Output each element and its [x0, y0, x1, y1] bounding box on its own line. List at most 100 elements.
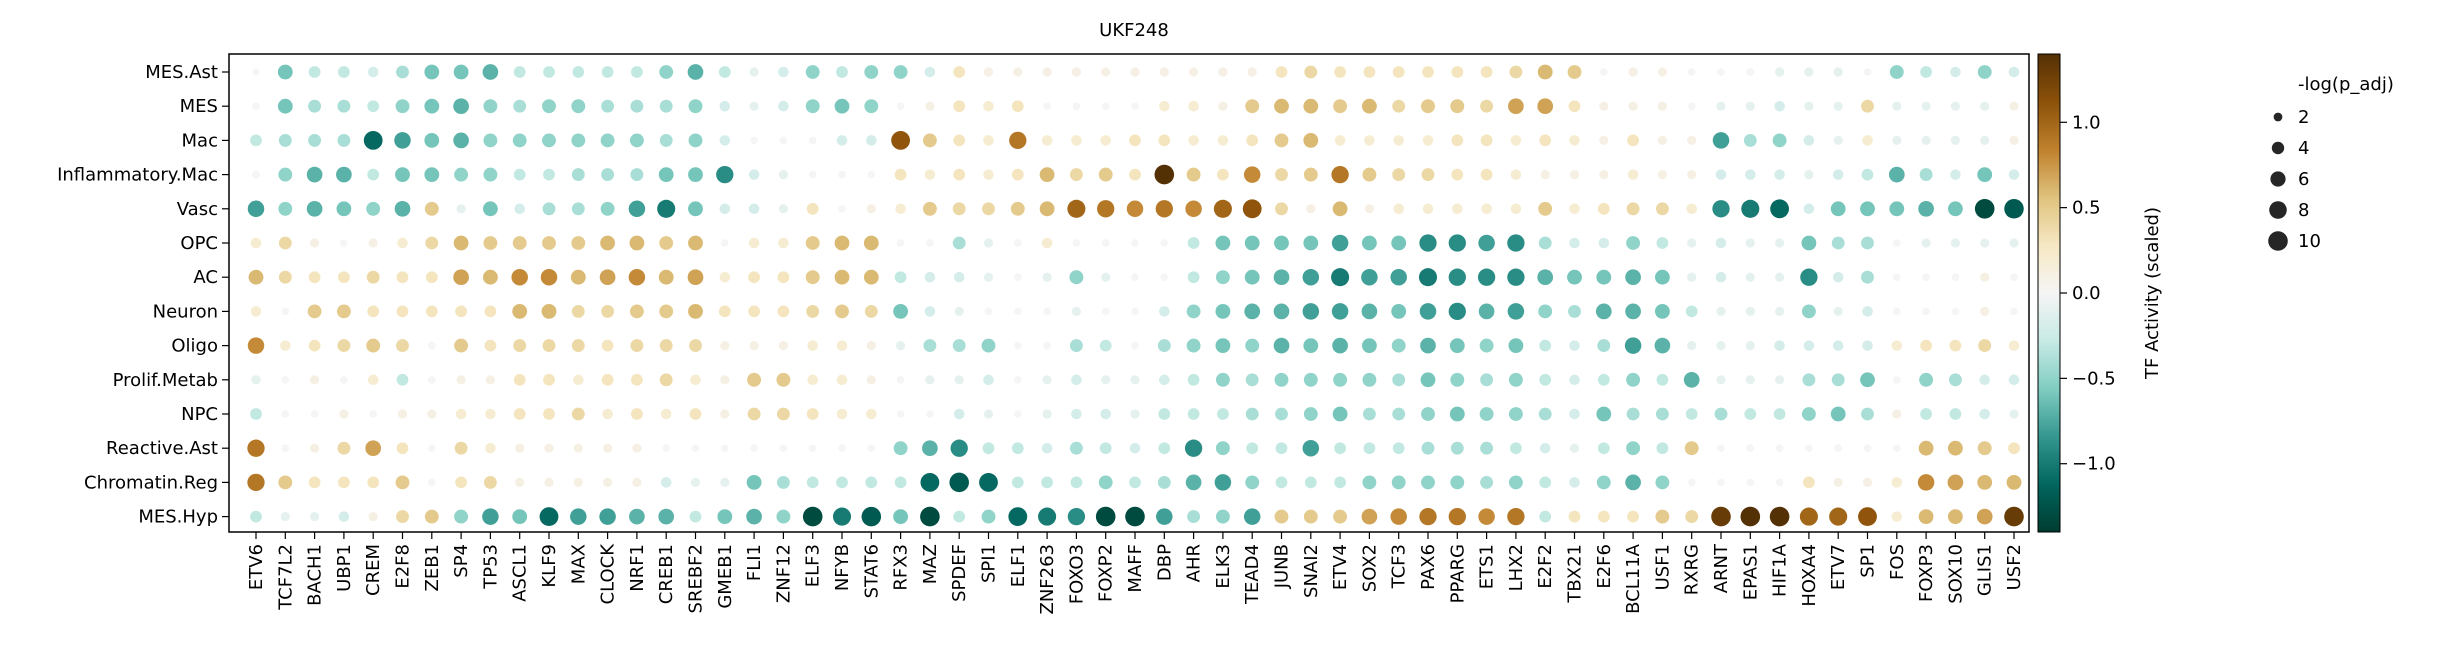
dot-Oligo-TCF3 [1392, 339, 1406, 353]
tf-label: HOXA4 [1799, 544, 1820, 607]
dot-Chromatin.Reg-EPAS1 [1747, 479, 1755, 487]
dot-AC-MAZ [925, 272, 936, 283]
dot-Mac-ELF3 [809, 137, 817, 145]
dot-MES.Ast-FOS [1890, 65, 1904, 79]
dot-OPC-ETS1 [1478, 235, 1495, 252]
dot-Inflammatory.Mac-ZEB1 [424, 167, 439, 182]
dot-OPC-SOX10 [1951, 238, 1960, 247]
dot-Vasc-USF2 [2004, 199, 2024, 219]
dot-Chromatin.Reg-ELF1 [1012, 477, 1024, 489]
dot-AC-ZNF263 [1043, 273, 1052, 282]
dot-AC-ASCL1 [511, 269, 528, 286]
dot-Mac-SP1 [1862, 135, 1873, 146]
dot-Prolif.Metab-E2F2 [1539, 374, 1551, 386]
dot-Oligo-ETS1 [1480, 339, 1494, 353]
tf-label: ZNF12 [773, 544, 794, 603]
dot-MES.Ast-MAFF [1130, 67, 1139, 76]
dot-Reactive.Ast-MAFF [1130, 443, 1141, 454]
dot-Inflammatory.Mac-KLF9 [543, 169, 555, 181]
cell-type-label: Oligo [171, 336, 218, 357]
dot-Reactive.Ast-SP1 [1864, 444, 1872, 452]
dot-Mac-SOX10 [1951, 136, 1960, 145]
dot-AC-ELF1 [1014, 273, 1022, 281]
tf-label: NRF1 [627, 544, 648, 592]
dot-Prolif.Metab-E2F8 [397, 374, 409, 386]
dot-Oligo-MAZ [923, 339, 936, 352]
dot-Oligo-MAFF [1131, 342, 1139, 350]
dot-Prolif.Metab-TCF3 [1392, 373, 1405, 386]
dot-AC-PAX6 [1419, 268, 1437, 286]
dot-NPC-E2F2 [1539, 408, 1552, 421]
dot-NPC-FOXP3 [1920, 408, 1932, 420]
dot-Mac-CREM [364, 131, 383, 150]
dot-Mac-ASCL1 [513, 133, 527, 147]
tf-label: FOXO3 [1066, 544, 1087, 604]
dot-Prolif.Metab-GMEB1 [720, 375, 729, 384]
dot-MES.Ast-ZNF263 [1043, 67, 1052, 76]
dot-Prolif.Metab-ETV6 [251, 375, 260, 384]
dot-OPC-UBP1 [340, 239, 348, 247]
dot-MES.Hyp-MAFF [1125, 507, 1145, 527]
dot-NPC-PAX6 [1421, 407, 1435, 421]
dot-MES-BCL11A [1629, 102, 1638, 111]
dot-Prolif.Metab-ELF1 [1014, 376, 1022, 384]
dot-Chromatin.Reg-E2F2 [1539, 477, 1551, 489]
dot-NPC-RFX3 [897, 410, 905, 418]
dot-Reactive.Ast-DBP [1158, 442, 1170, 454]
tf-label: MAZ [920, 544, 941, 584]
dot-MES.Hyp-JUNB [1275, 510, 1289, 524]
dot-MES-FOS [1892, 102, 1901, 111]
dot-Reactive.Ast-NRF1 [632, 444, 641, 453]
dot-NPC-ZEB1 [427, 409, 436, 418]
dot-Chromatin.Reg-GMEB1 [720, 478, 729, 487]
dot-NPC-EPAS1 [1744, 408, 1756, 420]
dot-MES.Hyp-LHX2 [1507, 508, 1524, 525]
dot-Neuron-ETS1 [1479, 304, 1495, 320]
dot-Neuron-USF2 [2010, 308, 2018, 316]
dot-Prolif.Metab-ZNF12 [776, 373, 790, 387]
dot-MES-MAFF [1131, 102, 1139, 110]
dot-Inflammatory.Mac-FOXP3 [1920, 168, 1933, 181]
dot-AC-BACH1 [309, 271, 321, 283]
dot-OPC-GLIS1 [1980, 238, 1989, 247]
dot-OPC-KLF9 [542, 236, 556, 250]
dot-Reactive.Ast-ASCL1 [515, 444, 524, 453]
dot-Vasc-AHR [1185, 201, 1202, 218]
dot-Vasc-FOXP2 [1097, 200, 1114, 217]
dot-Inflammatory.Mac-PAX6 [1422, 168, 1435, 181]
dot-Oligo-UBP1 [337, 339, 350, 352]
dot-NPC-AHR [1188, 408, 1200, 420]
dot-AC-AHR [1188, 271, 1200, 283]
dot-AC-ELK3 [1216, 270, 1230, 284]
dot-Reactive.Ast-CREB1 [662, 444, 670, 452]
dot-MES.Ast-BACH1 [309, 66, 321, 78]
dot-MES-SP4 [453, 98, 469, 114]
dot-Inflammatory.Mac-TP53 [483, 168, 497, 182]
dot-MES.Hyp-PAX6 [1419, 508, 1436, 525]
dot-NPC-BCL11A [1627, 408, 1640, 421]
dot-Mac-PAX6 [1423, 135, 1434, 146]
dot-Chromatin.Reg-HIF1A [1776, 479, 1784, 487]
dot-Neuron-RFX3 [893, 304, 908, 319]
dot-Mac-SNAI2 [1303, 133, 1318, 148]
dot-MES-GLIS1 [1980, 102, 1989, 111]
tf-label: AHR [1184, 544, 1205, 582]
dot-MES.Ast-MAZ [925, 67, 936, 78]
dot-Prolif.Metab-EPAS1 [1746, 375, 1755, 384]
dot-Mac-SPDEF [953, 135, 965, 147]
dot-Prolif.Metab-SPDEF [955, 375, 964, 384]
dot-NPC-STAT6 [866, 409, 877, 420]
dot-Vasc-MAZ [923, 202, 937, 216]
dot-Chromatin.Reg-JUNB [1276, 477, 1288, 489]
dot-OPC-AHR [1188, 237, 1200, 249]
dot-Neuron-TCF3 [1391, 304, 1406, 319]
dot-NPC-KLF9 [543, 408, 555, 420]
dot-Inflammatory.Mac-AHR [1187, 168, 1201, 182]
dot-MES.Ast-SOX10 [1950, 67, 1961, 78]
dot-Reactive.Ast-FLI1 [750, 444, 758, 452]
dot-Inflammatory.Mac-E2F2 [1541, 170, 1550, 179]
dot-Inflammatory.Mac-BCL11A [1628, 169, 1639, 180]
dot-Prolif.Metab-AHR [1188, 374, 1200, 386]
dot-Mac-TEAD4 [1246, 135, 1258, 147]
dot-Reactive.Ast-GLIS1 [1978, 441, 1992, 455]
